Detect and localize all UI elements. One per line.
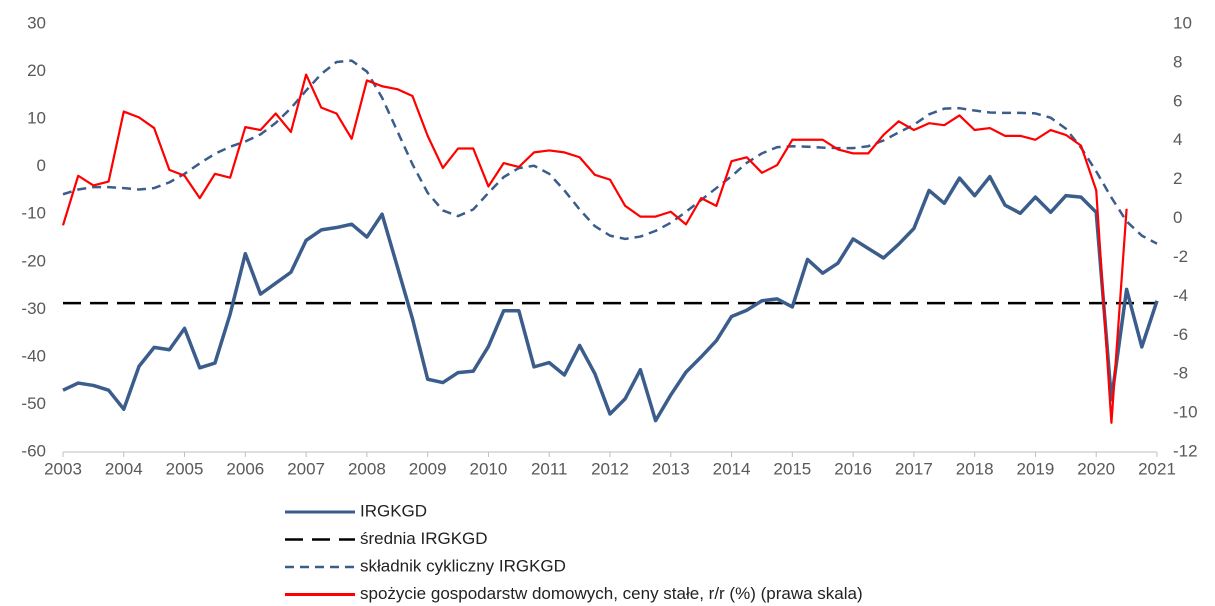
y2-tick-label: -10	[1173, 403, 1198, 422]
y-tick-label: -50	[21, 394, 46, 413]
x-tick-label: 2010	[470, 459, 508, 478]
x-tick-label: 2012	[591, 459, 629, 478]
y-tick-label: -10	[21, 204, 46, 223]
x-tick-label: 2013	[652, 459, 690, 478]
x-tick-label: 2005	[166, 459, 204, 478]
x-tick-label: 2017	[895, 459, 933, 478]
y2-tick-label: 10	[1173, 13, 1192, 32]
x-tick-label: 2006	[226, 459, 264, 478]
y2-tick-label: 6	[1173, 91, 1182, 110]
y-tick-label: -40	[21, 346, 46, 365]
x-tick-label: 2016	[834, 459, 872, 478]
y2-tick-label: -12	[1173, 441, 1198, 460]
x-tick-label: 2011	[531, 459, 568, 478]
y2-tick-label: 8	[1173, 52, 1182, 71]
y-tick-label: 0	[37, 156, 46, 175]
y-tick-label: 30	[27, 13, 46, 32]
legend: IRGKGD średnia IRGKGD składnik cykliczny I…	[285, 501, 863, 603]
y-tick-label: -60	[21, 441, 46, 460]
legend-label: średnia IRGKGD	[360, 529, 488, 548]
x-tick-label: 2015	[773, 459, 811, 478]
x-tick-label: 2014	[713, 459, 751, 478]
y2-tick-label: -6	[1173, 325, 1188, 344]
x-tick-label: 2007	[287, 459, 325, 478]
y-tick-label: 10	[27, 109, 46, 128]
y-tick-label: -20	[21, 251, 46, 270]
x-tick-label: 2018	[956, 459, 994, 478]
series-line	[62, 59, 1158, 245]
x-tick-label: 2009	[409, 459, 447, 478]
y2-tick-label: 0	[1173, 208, 1182, 227]
y2-tick-label: -4	[1173, 286, 1188, 305]
x-tick-label: 2003	[44, 459, 82, 478]
x-tick-label: 2008	[348, 459, 386, 478]
series-line	[61, 73, 1128, 424]
legend-label: składnik cykliczny IRGKGD	[360, 556, 566, 575]
series-line	[62, 174, 1159, 423]
y-tick-label: -30	[21, 299, 46, 318]
y2-tick-label: -2	[1173, 247, 1188, 266]
legend-label: IRGKGD	[360, 501, 427, 520]
y-tick-label: 20	[27, 61, 46, 80]
y2-tick-label: 4	[1173, 130, 1182, 149]
x-tick-label: 2019	[1017, 459, 1055, 478]
x-tick-label: 2004	[105, 459, 143, 478]
y2-tick-label: 2	[1173, 169, 1182, 188]
x-tick-label: 2021	[1138, 459, 1176, 478]
y2-tick-label: -8	[1173, 364, 1188, 383]
legend-label: spożycie gospodarstw domowych, ceny stał…	[360, 584, 863, 603]
x-tick-label: 2020	[1077, 459, 1115, 478]
